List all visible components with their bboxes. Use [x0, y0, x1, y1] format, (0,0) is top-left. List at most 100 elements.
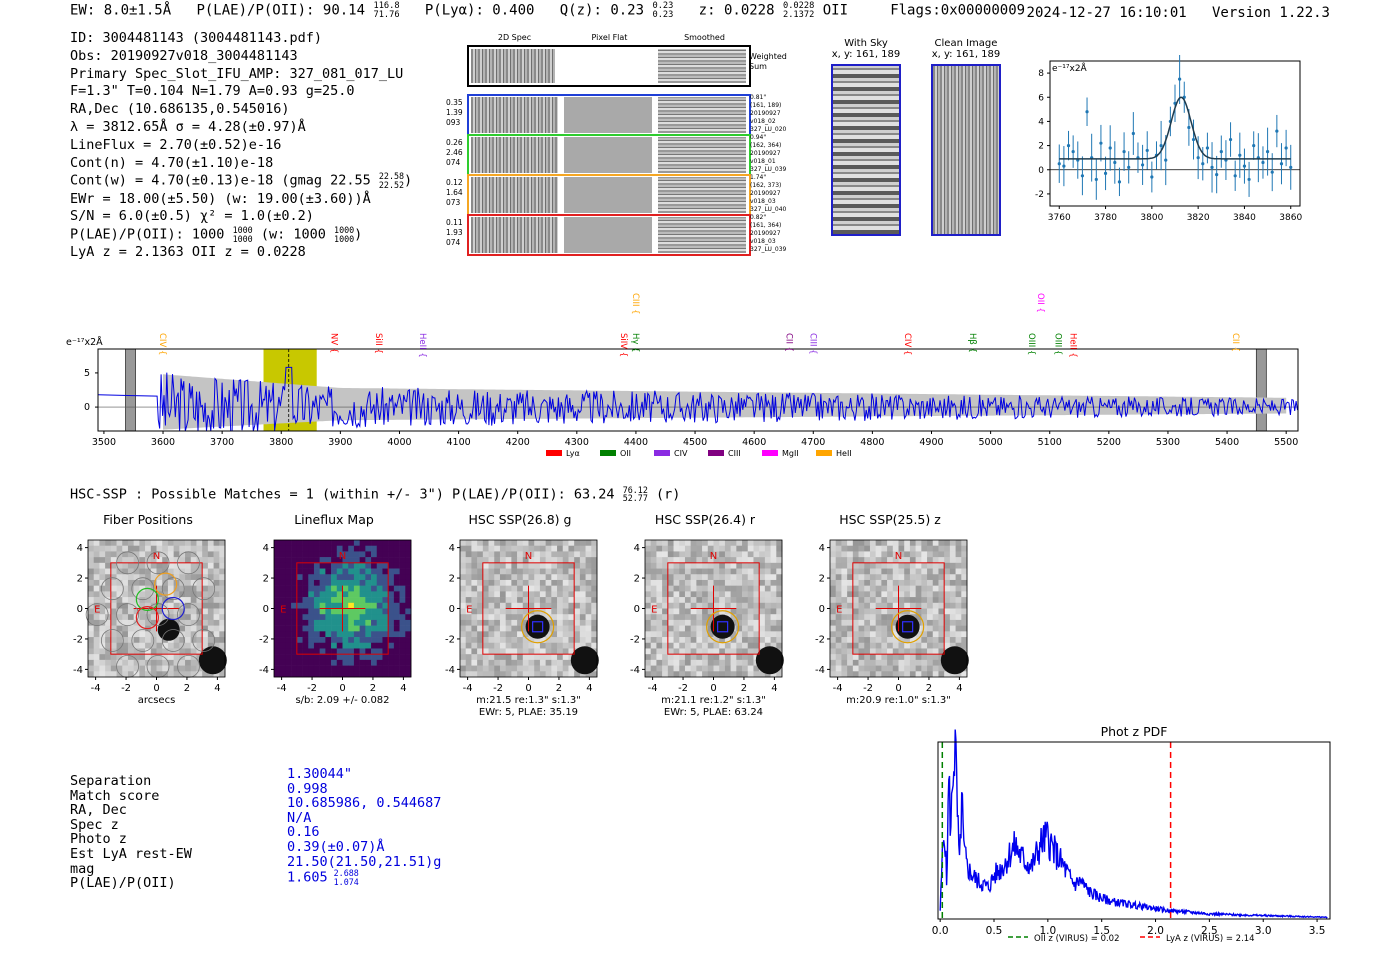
thumbnail-pixel: [517, 654, 524, 661]
thumbnail-pixel: [551, 654, 558, 661]
thumbnail-pixel: [574, 631, 581, 638]
thumbnail-pixel: [858, 579, 865, 586]
thumbnail-pixel: [742, 665, 749, 672]
thumbnail-pixel: [319, 619, 326, 626]
thumbnail-pixel: [938, 597, 945, 604]
thumbnail-pixel: [505, 625, 512, 632]
thumbnail-pixel: [353, 591, 360, 598]
thumbnail-pixel: [574, 614, 581, 621]
thumbnail-pixel: [393, 557, 400, 564]
thumbnail-pixel: [881, 608, 888, 615]
thumbnail-ytick-label: -2: [73, 634, 83, 645]
thumbnail-pixel: [949, 579, 956, 586]
thumbnail-pixel: [105, 551, 112, 558]
thumbnail-pixel: [167, 545, 174, 552]
thumbnail-pixel: [898, 637, 905, 644]
thumbnail-pixel: [331, 574, 338, 581]
thumbnail-ytick-label: -2: [445, 634, 455, 645]
thumbnail-pixel: [961, 579, 968, 586]
thumbnail-pixel: [319, 608, 326, 615]
thumbnail-pixel: [904, 648, 911, 655]
thumbnail-pixel: [753, 602, 760, 609]
thumbnail-pixel: [690, 540, 697, 547]
thumbnail-pixel: [371, 551, 378, 558]
thumbnail-pixel: [279, 545, 286, 552]
thumbnail-pixel: [557, 665, 564, 672]
thumbnail-pixel: [494, 597, 501, 604]
thumbnail-pixel: [753, 540, 760, 547]
thumbnail-pixel: [887, 619, 894, 626]
thumbnail-pixel: [915, 614, 922, 621]
thumbnail-pixel: [482, 591, 489, 598]
spectrum-line-marker: CIV {: [902, 333, 912, 355]
thumbnail-bright-source: [755, 646, 784, 675]
thumbnail-pixel: [342, 540, 349, 547]
thumbnail-pixel: [892, 545, 899, 552]
thumbnail-pixel: [133, 568, 140, 575]
thumbnail-pixel: [736, 637, 743, 644]
thumbnail-pixel: [539, 665, 546, 672]
thumbnail-pixel: [858, 585, 865, 592]
thumbnail-pixel: [690, 545, 697, 552]
thumbnail-pixel: [371, 568, 378, 575]
photz-xtick-label: 1.0: [1039, 925, 1056, 937]
thumbnail-pixel: [359, 597, 366, 604]
thumbnail-pixel: [393, 637, 400, 644]
thumbnail-pixel: [591, 614, 598, 621]
thumbnail-pixel: [190, 562, 197, 569]
thumbnail-pixel: [325, 562, 332, 569]
spectrum-xtick-label: 5300: [1156, 437, 1180, 448]
thumbnail-pixel: [724, 585, 731, 592]
thumbnail-pixel: [291, 659, 298, 666]
thumbnail-search-box: [482, 562, 575, 655]
thumbnail-pixel: [770, 557, 777, 564]
thumbnail-xtick-label: -2: [307, 683, 317, 694]
thumbnail-pixel: [835, 574, 842, 581]
thumbnail-pixel: [852, 591, 859, 598]
thumbnail-pixel: [353, 614, 360, 621]
spectrum-xtick-label: 5000: [979, 437, 1003, 448]
thumbnail-pixel: [325, 568, 332, 575]
thumbnail-pixel: [545, 608, 552, 615]
thumbnail-pixel: [122, 540, 129, 547]
thumbnail-pixel: [471, 574, 478, 581]
thumbnail-pixel: [684, 545, 691, 552]
thumbnail-pixel: [274, 540, 281, 547]
thumbnail-pixel: [921, 654, 928, 661]
thumbnail-pixel: [591, 631, 598, 638]
thumbnail-pixel: [382, 648, 389, 655]
thumbnail-pixel: [382, 614, 389, 621]
thumbnail-pixel: [382, 540, 389, 547]
thumbnail-pixel: [150, 557, 157, 564]
thumbnail-pixel: [382, 602, 389, 609]
match-value: N/A: [287, 809, 312, 826]
weighted-sum-row: [467, 45, 751, 87]
thumbnail-pixel: [127, 574, 134, 581]
thumbnail-pixel: [545, 631, 552, 638]
thumbnail-pixel: [116, 642, 123, 649]
thumbnail-pixel: [488, 540, 495, 547]
thumbnail-pixel: [574, 551, 581, 558]
thumbnail-pixel: [505, 648, 512, 655]
thumbnail-pixel: [847, 665, 854, 672]
thumbnail-pixel: [110, 591, 117, 598]
thumbnail-pixel: [207, 625, 214, 632]
thumbnail-pixel: [944, 585, 951, 592]
thumbnail-pixel: [764, 568, 771, 575]
thumbnail-pixel: [904, 591, 911, 598]
thumbnail-pixel: [759, 540, 766, 547]
thumbnail-pixel: [202, 562, 209, 569]
thumbnail-pixel: [179, 671, 186, 678]
thumbnail-pixel: [365, 602, 372, 609]
thumbnail-pixel: [145, 551, 152, 558]
thumbnail-pixel: [291, 591, 298, 598]
thumbnail-pixel: [285, 602, 292, 609]
thumbnail-pixel: [742, 585, 749, 592]
thumbnail-pixel: [841, 585, 848, 592]
thumbnail-pixel: [545, 579, 552, 586]
thumbnail-pixel: [898, 642, 905, 649]
thumbnail-pixel: [673, 648, 680, 655]
thumbnail-pixel: [847, 642, 854, 649]
thumbnail-pixel: [279, 585, 286, 592]
thumbnail-pixel: [742, 562, 749, 569]
